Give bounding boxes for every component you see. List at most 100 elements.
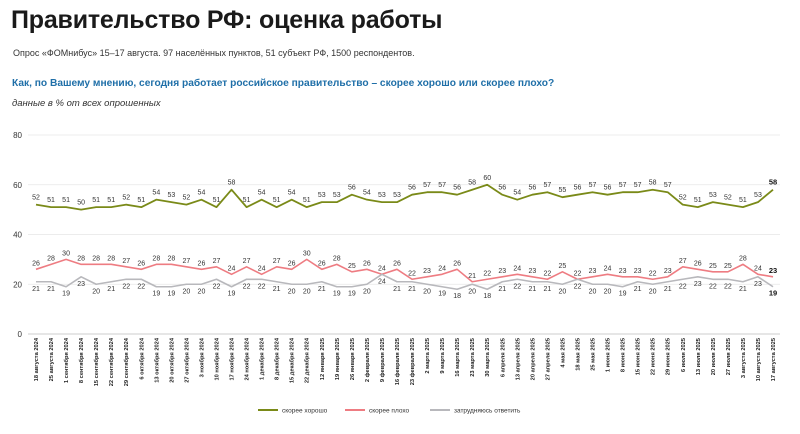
- x-tick-label: 19 января 2025: [335, 338, 341, 380]
- data-label: 57: [543, 182, 551, 189]
- data-label: 54: [288, 190, 296, 197]
- page-title: Правительство РФ: оценка работы: [11, 6, 443, 34]
- data-label: 53: [167, 192, 175, 199]
- data-label: 56: [453, 185, 461, 192]
- x-tick-label: 30 марта 2025: [485, 338, 491, 377]
- x-tick-label: 1 июня 2025: [606, 338, 612, 372]
- data-label: 25: [559, 263, 567, 270]
- series-line: [36, 273, 774, 291]
- data-label: 22: [213, 283, 221, 290]
- x-tick-label: 16 марта 2025: [455, 338, 461, 377]
- data-label: 20: [183, 288, 191, 295]
- x-tick-label: 18 мая 2025: [575, 338, 581, 371]
- data-label: 24: [604, 265, 612, 272]
- data-label: 56: [574, 185, 582, 192]
- data-label: 19: [167, 291, 175, 298]
- x-tick-label: 13 октября 2024: [153, 337, 160, 383]
- x-tick-label: 29 сентября 2024: [123, 337, 130, 386]
- data-label: 21: [664, 286, 672, 293]
- data-label: 51: [92, 197, 100, 204]
- data-label: 30: [62, 250, 70, 257]
- data-label: 23: [423, 268, 431, 275]
- data-label: 27: [122, 258, 130, 265]
- data-label: 22: [709, 283, 717, 290]
- data-label: 28: [333, 255, 341, 262]
- data-label: 26: [453, 260, 461, 267]
- data-label: 19: [438, 291, 446, 298]
- data-label: 51: [303, 197, 311, 204]
- x-tick-label: 26 января 2025: [350, 338, 356, 380]
- data-label: 26: [288, 260, 296, 267]
- data-label: 54: [198, 190, 206, 197]
- data-label: 54: [258, 190, 266, 197]
- data-label: 26: [694, 260, 702, 267]
- data-label: 20: [92, 288, 100, 295]
- data-label: 21: [408, 286, 416, 293]
- data-label: 56: [604, 185, 612, 192]
- data-label: 53: [333, 192, 341, 199]
- data-label: 22: [543, 270, 551, 277]
- data-label: 20: [288, 288, 296, 295]
- survey-subtitle: Опрос «ФОМнибус» 15–17 августа. 97 насел…: [13, 48, 415, 58]
- x-tick-label: 3 августа 2025: [741, 338, 747, 378]
- x-tick-label: 20 июля 2025: [711, 338, 717, 375]
- data-label: 20: [198, 288, 206, 295]
- data-label: 50: [77, 200, 85, 207]
- data-label: 51: [62, 197, 70, 204]
- data-label: 51: [694, 197, 702, 204]
- x-tick-label: 1 сентября 2024: [63, 337, 70, 383]
- data-label: 23: [589, 268, 597, 275]
- data-label: 51: [243, 197, 251, 204]
- x-tick-label: 17 августа 2025: [771, 338, 777, 381]
- x-tick-label: 9 марта 2025: [440, 338, 446, 374]
- data-label: 21: [107, 286, 115, 293]
- data-label: 25: [724, 263, 732, 270]
- data-label: 53: [378, 192, 386, 199]
- data-label: 30: [303, 250, 311, 257]
- data-label: 26: [363, 260, 371, 267]
- data-label: 21: [634, 286, 642, 293]
- data-label: 23: [634, 268, 642, 275]
- data-label: 20: [604, 288, 612, 295]
- data-label: 21: [318, 286, 326, 293]
- data-label: 57: [619, 182, 627, 189]
- data-label: 52: [724, 195, 732, 202]
- data-label: 27: [183, 258, 191, 265]
- data-label: 20: [649, 288, 657, 295]
- data-label: 57: [664, 182, 672, 189]
- data-label: 20: [303, 288, 311, 295]
- data-label: 51: [107, 197, 115, 204]
- data-label: 21: [47, 286, 55, 293]
- x-tick-label: 8 июня 2025: [621, 338, 627, 372]
- data-label: 24: [513, 265, 521, 272]
- x-tick-label: 4 мая 2025: [560, 338, 566, 368]
- data-label: 27: [243, 258, 251, 265]
- x-tick-label: 20 апреля 2025: [530, 338, 536, 380]
- x-tick-label: 6 апреля 2025: [500, 338, 506, 377]
- data-label: 53: [754, 192, 762, 199]
- x-tick-label: 27 апреля 2025: [545, 338, 551, 380]
- x-tick-label: 6 октября 2024: [138, 337, 145, 379]
- data-label: 27: [273, 258, 281, 265]
- data-label: 23: [528, 268, 536, 275]
- data-label: 56: [498, 185, 506, 192]
- data-label: 51: [47, 197, 55, 204]
- x-tick-label: 2 марта 2025: [425, 338, 431, 374]
- x-tick-label: 17 ноября 2024: [229, 337, 236, 380]
- data-label: 22: [483, 270, 491, 277]
- data-label: 18: [453, 293, 461, 300]
- data-label: 28: [167, 255, 175, 262]
- data-label: 28: [107, 255, 115, 262]
- x-tick-label: 8 сентября 2024: [78, 337, 85, 383]
- data-label: 21: [273, 286, 281, 293]
- data-label: 23: [754, 281, 762, 288]
- data-label: 21: [32, 286, 40, 293]
- data-label: 51: [273, 197, 281, 204]
- data-label: 54: [363, 190, 371, 197]
- data-label: 53: [709, 192, 717, 199]
- data-label: 26: [32, 260, 40, 267]
- data-label: 19: [348, 291, 356, 298]
- data-label: 19: [152, 291, 160, 298]
- data-label: 20: [589, 288, 597, 295]
